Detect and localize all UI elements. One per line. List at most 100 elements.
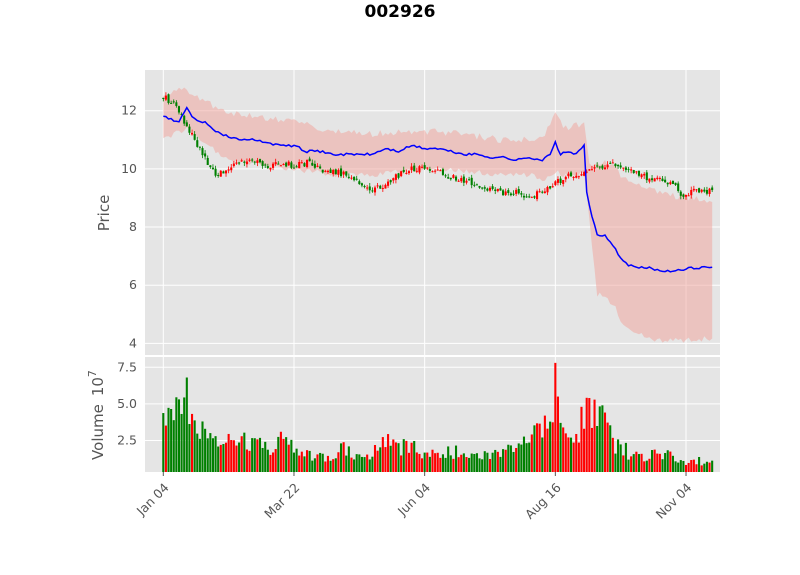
candle-body-76 xyxy=(360,183,363,186)
volume-bar-128 xyxy=(496,451,499,472)
volume-bar-39 xyxy=(264,441,267,472)
volume-bar-109 xyxy=(447,446,450,472)
candle-body-43 xyxy=(274,162,277,165)
candle-body-171 xyxy=(609,162,612,164)
volume-bar-155 xyxy=(567,437,570,472)
volume-bar-15 xyxy=(201,421,204,472)
candle-body-153 xyxy=(562,180,565,184)
volume-bar-164 xyxy=(590,427,593,472)
candle-body-104 xyxy=(434,170,437,172)
volume-bar-122 xyxy=(481,459,484,472)
volume-bar-179 xyxy=(630,456,633,472)
volume-bar-193 xyxy=(666,450,669,472)
candle-body-67 xyxy=(337,169,340,175)
candle-body-179 xyxy=(630,169,633,171)
volume-bar-148 xyxy=(549,421,552,472)
volume-bar-89 xyxy=(394,442,397,472)
volume-bar-162 xyxy=(585,397,588,472)
price-y-tick-labels: 4 6 8 10 12 xyxy=(121,103,137,351)
candle-body-63 xyxy=(326,170,329,173)
candle-body-87 xyxy=(389,180,392,183)
volume-bar-199 xyxy=(682,460,685,472)
candle-body-23 xyxy=(222,171,225,174)
candle-body-176 xyxy=(622,167,625,169)
volume-bar-77 xyxy=(363,457,366,472)
volume-bar-167 xyxy=(598,406,601,472)
volume-bar-176 xyxy=(622,455,625,472)
volume-bar-87 xyxy=(389,445,392,472)
volume-bar-56 xyxy=(308,450,311,472)
candle-body-103 xyxy=(431,171,434,173)
candle-body-199 xyxy=(682,194,685,197)
candle-body-11 xyxy=(191,132,194,135)
volume-bar-76 xyxy=(360,456,363,472)
volume-bar-33 xyxy=(248,450,251,472)
volume-bar-172 xyxy=(611,437,614,472)
candle-body-54 xyxy=(303,163,306,167)
volume-bar-27 xyxy=(232,440,235,472)
volume-scale-base: 10 xyxy=(89,377,107,396)
volume-bar-97 xyxy=(415,452,418,472)
candle-body-82 xyxy=(376,185,379,187)
candle-body-134 xyxy=(512,193,515,195)
volume-bar-133 xyxy=(509,445,512,472)
volume-bar-98 xyxy=(418,453,421,472)
volume-bar-112 xyxy=(454,445,458,472)
volume-bar-149 xyxy=(551,422,554,472)
volume-bar-105 xyxy=(436,452,439,472)
volume-bar-187 xyxy=(651,450,654,472)
candle-body-29 xyxy=(238,162,241,164)
volume-bar-29 xyxy=(238,442,241,472)
candle-body-47 xyxy=(285,162,288,167)
candle-body-178 xyxy=(627,168,630,170)
candle-body-191 xyxy=(661,178,664,181)
volume-bar-194 xyxy=(669,451,672,472)
candle-body-17 xyxy=(206,157,209,165)
candle-body-84 xyxy=(381,188,384,190)
volume-bar-9 xyxy=(185,377,188,472)
x-tick-0: Jan 04 xyxy=(133,480,172,519)
volume-bar-201 xyxy=(687,462,690,472)
candle-body-31 xyxy=(243,161,246,163)
candle-body-145 xyxy=(541,191,544,193)
volume-bar-106 xyxy=(439,457,442,472)
candle-body-175 xyxy=(619,165,622,168)
volume-bar-144 xyxy=(538,423,541,472)
volume-bar-166 xyxy=(596,425,599,472)
volume-bar-11 xyxy=(191,413,194,472)
candle-body-133 xyxy=(509,193,512,196)
candle-body-194 xyxy=(669,182,672,185)
x-tick-1: Mar 22 xyxy=(261,480,302,521)
candle-body-152 xyxy=(559,178,562,184)
volume-bar-104 xyxy=(434,453,437,472)
candle-body-19 xyxy=(211,167,214,170)
candle-body-138 xyxy=(522,195,526,198)
candle-body-56 xyxy=(308,158,311,162)
volume-ytick-1: 5.0 xyxy=(117,396,137,411)
volume-bars xyxy=(162,362,714,472)
candle-body-26 xyxy=(230,167,233,171)
candle-body-94 xyxy=(407,171,411,174)
candle-body-88 xyxy=(392,178,395,181)
volume-bar-207 xyxy=(703,463,706,472)
candle-body-55 xyxy=(306,160,309,168)
candle-body-147 xyxy=(546,186,549,193)
candle-body-80 xyxy=(371,190,374,192)
volume-bar-10 xyxy=(188,424,191,472)
volume-bar-6 xyxy=(177,399,181,472)
volume-bar-85 xyxy=(384,447,387,472)
volume-scale-exponent: 7 xyxy=(86,370,99,377)
volume-bar-142 xyxy=(533,425,536,472)
moving-average-path xyxy=(163,106,713,273)
volume-bar-94 xyxy=(407,452,411,472)
volume-bar-69 xyxy=(342,442,345,472)
volume-bar-21 xyxy=(217,446,220,472)
volume-bar-132 xyxy=(507,444,510,472)
volume-bar-83 xyxy=(379,447,382,472)
volume-bar-1 xyxy=(164,425,167,472)
candle-body-201 xyxy=(687,195,690,197)
volume-bar-117 xyxy=(468,457,471,472)
candle-body-115 xyxy=(462,176,465,183)
volume-bar-46 xyxy=(282,438,285,472)
candle-body-27 xyxy=(232,163,235,167)
